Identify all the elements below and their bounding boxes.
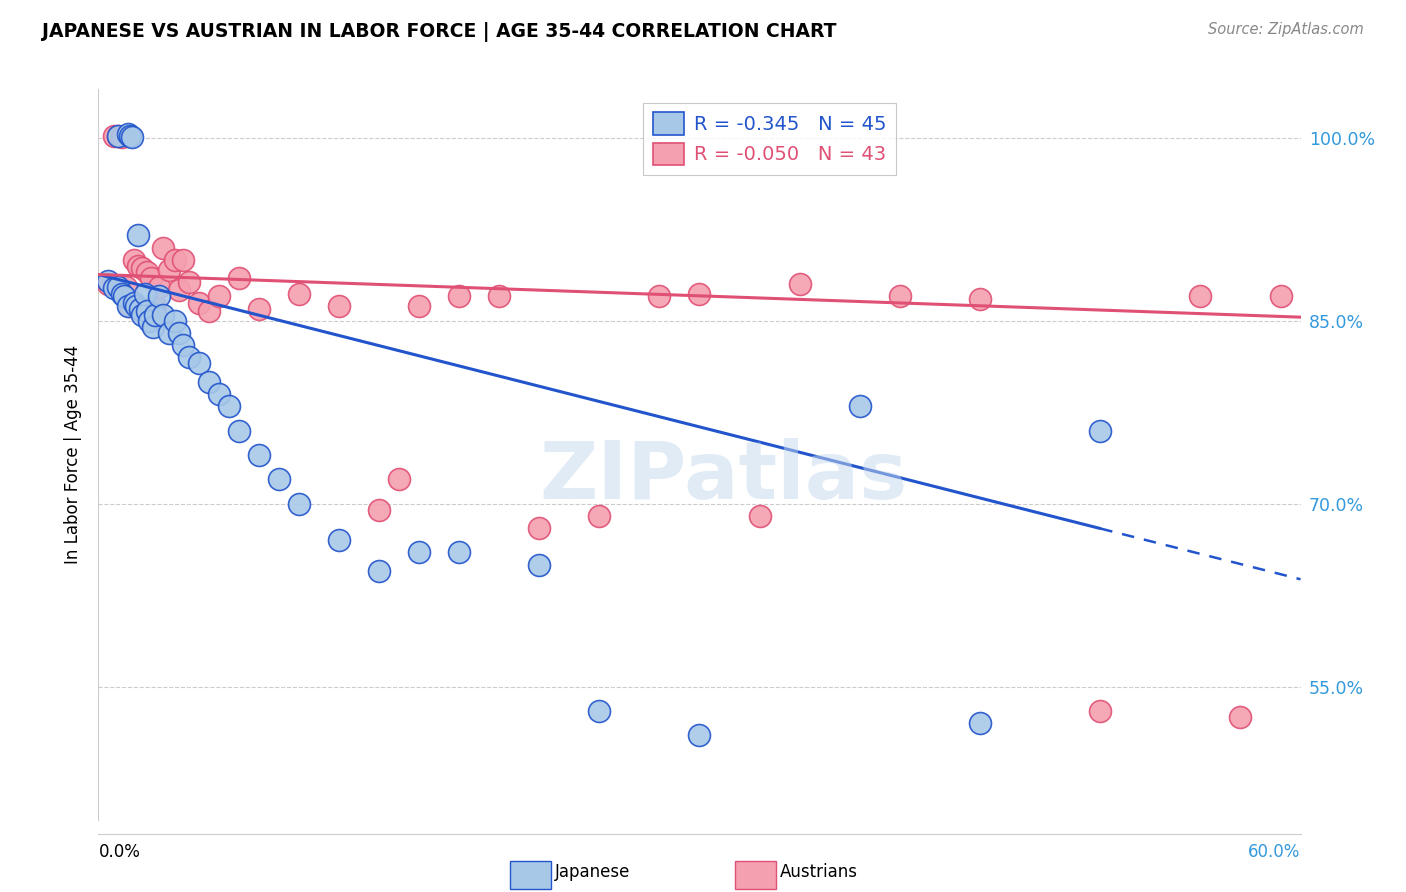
Point xyxy=(588,704,610,718)
Point xyxy=(447,289,470,303)
Point xyxy=(197,375,219,389)
Point xyxy=(157,262,180,277)
Point xyxy=(172,252,194,267)
Text: 0.0%: 0.0% xyxy=(98,843,141,861)
Point xyxy=(529,521,551,535)
Point xyxy=(131,261,153,276)
Point xyxy=(143,308,166,322)
Point xyxy=(889,289,911,303)
Point xyxy=(117,128,139,142)
Point xyxy=(328,533,350,548)
Point xyxy=(103,128,125,143)
Point xyxy=(849,399,872,413)
Point xyxy=(163,252,186,267)
Point xyxy=(125,299,148,313)
Point xyxy=(128,228,150,243)
Text: ZIPatlas: ZIPatlas xyxy=(540,438,908,516)
Point xyxy=(197,304,219,318)
Point xyxy=(187,295,209,310)
Point xyxy=(969,716,991,731)
Point xyxy=(247,448,270,462)
Point xyxy=(115,279,138,293)
Point xyxy=(152,308,174,322)
Point xyxy=(139,271,162,285)
Point xyxy=(97,274,120,288)
Point xyxy=(689,287,711,301)
Point xyxy=(111,287,134,301)
Text: 60.0%: 60.0% xyxy=(1249,843,1301,861)
Point xyxy=(187,357,209,371)
Point xyxy=(114,289,136,303)
Point xyxy=(177,351,200,365)
Point xyxy=(103,281,125,295)
Text: Source: ZipAtlas.com: Source: ZipAtlas.com xyxy=(1208,22,1364,37)
Point xyxy=(134,287,156,301)
Point xyxy=(218,399,240,413)
Point xyxy=(789,277,811,292)
Text: JAPANESE VS AUSTRIAN IN LABOR FORCE | AGE 35-44 CORRELATION CHART: JAPANESE VS AUSTRIAN IN LABOR FORCE | AG… xyxy=(42,22,837,42)
Point xyxy=(288,287,311,301)
Text: Japanese: Japanese xyxy=(555,863,631,881)
Point xyxy=(120,299,142,313)
Point xyxy=(107,279,129,293)
Point xyxy=(1088,704,1111,718)
Point xyxy=(1088,424,1111,438)
Point xyxy=(163,314,186,328)
Point xyxy=(141,320,163,334)
Point xyxy=(172,338,194,352)
Point xyxy=(107,128,129,143)
Point xyxy=(148,289,170,303)
Point xyxy=(1229,710,1251,724)
Point xyxy=(267,472,290,486)
Point xyxy=(124,295,146,310)
Point xyxy=(107,128,129,143)
Point xyxy=(748,508,770,523)
Point xyxy=(208,289,231,303)
Point xyxy=(97,277,120,292)
Point xyxy=(148,279,170,293)
Point xyxy=(120,128,142,143)
Point xyxy=(1270,289,1292,303)
Point xyxy=(689,728,711,742)
Point xyxy=(135,304,157,318)
Point xyxy=(138,314,160,328)
Point xyxy=(167,326,190,340)
Point xyxy=(288,497,311,511)
Point xyxy=(129,301,152,316)
Point xyxy=(143,299,166,313)
Point xyxy=(368,564,391,578)
Point xyxy=(247,301,270,316)
Point xyxy=(121,129,143,144)
Point xyxy=(447,545,470,559)
Point xyxy=(529,558,551,572)
Point xyxy=(167,284,190,298)
Point xyxy=(408,299,430,313)
Point xyxy=(228,424,250,438)
Point xyxy=(368,503,391,517)
Point xyxy=(177,275,200,289)
Point xyxy=(488,289,510,303)
Point xyxy=(328,299,350,313)
Legend: R = -0.345   N = 45, R = -0.050   N = 43: R = -0.345 N = 45, R = -0.050 N = 43 xyxy=(643,103,896,175)
Y-axis label: In Labor Force | Age 35-44: In Labor Force | Age 35-44 xyxy=(65,345,83,565)
Point xyxy=(1189,289,1212,303)
Point xyxy=(969,292,991,306)
Point xyxy=(408,545,430,559)
Point xyxy=(208,387,231,401)
Point xyxy=(135,265,157,279)
Text: Austrians: Austrians xyxy=(780,863,858,881)
Point xyxy=(648,289,671,303)
Point xyxy=(124,252,146,267)
Point xyxy=(117,299,139,313)
Point xyxy=(588,508,610,523)
Point xyxy=(111,129,134,144)
Point xyxy=(388,472,411,486)
Point xyxy=(228,271,250,285)
Point xyxy=(152,241,174,255)
Point xyxy=(131,308,153,322)
Point xyxy=(128,259,150,273)
Point xyxy=(157,326,180,340)
